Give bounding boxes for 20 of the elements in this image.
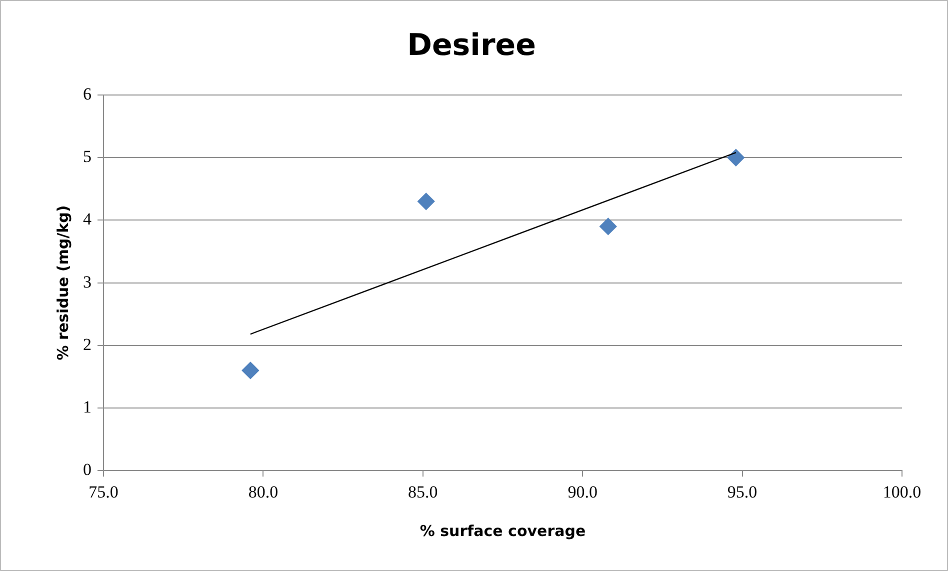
- y-tick-label: 6: [83, 84, 92, 104]
- x-tick-label: 85.0: [408, 482, 438, 502]
- x-tick-label: 90.0: [568, 482, 598, 502]
- y-tick-label: 4: [83, 210, 92, 229]
- point: [727, 149, 745, 166]
- x-tick-label: 80.0: [248, 482, 278, 502]
- x-tick-label: 100.0: [882, 482, 922, 502]
- x-tick-label: 95.0: [727, 482, 758, 502]
- y-tick-label: 1: [83, 397, 92, 416]
- y-tick-label: 5: [83, 147, 92, 166]
- y-tick-label: 2: [83, 334, 92, 354]
- chart-title: Desiree: [407, 28, 536, 63]
- x-tick-label: 75.0: [88, 482, 118, 502]
- y-axis-title: % residue (mg/kg): [54, 205, 72, 360]
- point: [600, 218, 617, 236]
- y-tick-label: 0: [83, 460, 92, 480]
- point: [417, 192, 435, 210]
- point: [242, 362, 260, 380]
- x-axis-title: % surface coverage: [420, 522, 586, 540]
- y-tick-label: 3: [83, 272, 92, 292]
